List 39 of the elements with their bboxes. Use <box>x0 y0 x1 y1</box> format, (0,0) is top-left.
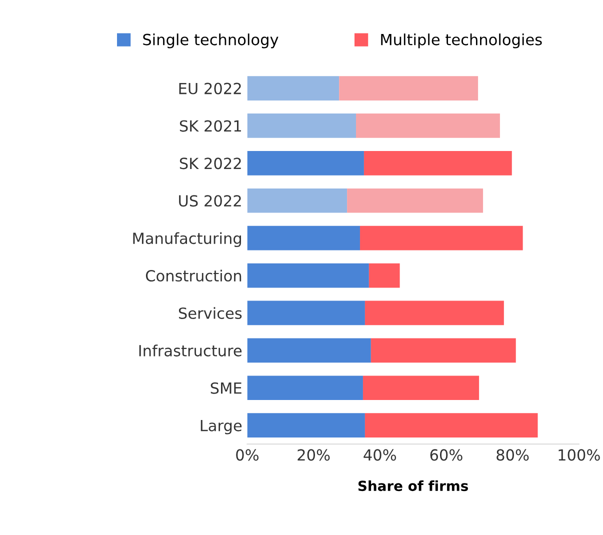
y-tick-label: Manufacturing <box>133 232 241 248</box>
x-axis-title: Share of firms <box>358 480 468 492</box>
bar <box>247 188 348 213</box>
bar <box>347 188 484 213</box>
y-tick-label: Services <box>178 307 242 319</box>
bar <box>247 263 369 288</box>
bar <box>364 151 512 176</box>
y-tick-label: SK 2022 <box>180 158 241 170</box>
bar <box>247 413 365 438</box>
x-tick-label: 40% <box>364 449 396 461</box>
bar <box>247 226 360 250</box>
bar <box>370 338 516 363</box>
bar <box>247 338 371 363</box>
bar <box>247 114 356 138</box>
x-tick-label: 80% <box>496 449 529 461</box>
y-tick-label: EU 2022 <box>179 82 241 94</box>
legend-label: Multiple technologies <box>381 34 542 48</box>
bar <box>247 376 363 400</box>
x-tick-label: 100% <box>558 449 600 461</box>
y-tick-label: Infrastructure <box>139 344 242 356</box>
bar <box>247 300 365 326</box>
bar <box>368 263 400 288</box>
bar <box>247 76 340 100</box>
y-tick-label: SK 2021 <box>180 120 241 132</box>
bar <box>339 76 478 100</box>
y-tick-label: Large <box>200 420 242 434</box>
x-tick-label: 60% <box>430 449 462 461</box>
bar <box>364 413 538 438</box>
bar <box>364 300 504 326</box>
bar <box>356 114 500 138</box>
bar <box>362 376 480 400</box>
y-tick-label: Construction <box>146 270 242 282</box>
legend-label: Single technology <box>143 34 278 48</box>
bar <box>360 226 523 250</box>
x-tick-label: 0% <box>236 449 259 461</box>
y-tick-label: SME <box>210 382 242 394</box>
x-tick-label: 20% <box>298 449 330 461</box>
y-tick-label: US 2022 <box>179 195 241 207</box>
bar <box>247 151 364 176</box>
